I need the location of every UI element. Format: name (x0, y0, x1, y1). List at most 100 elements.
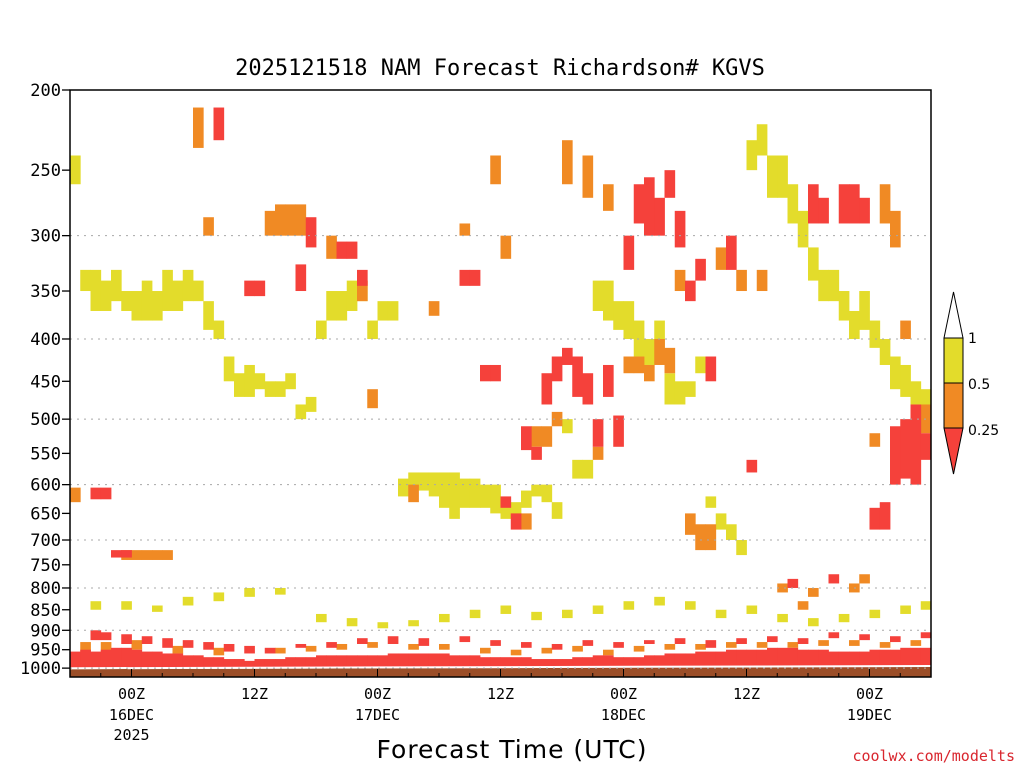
heatmap-cell (859, 651, 870, 669)
heatmap-cell (623, 356, 635, 374)
heatmap-cell (244, 645, 255, 654)
heatmap-cell (275, 647, 286, 654)
heatmap-cell (562, 659, 573, 669)
heatmap-cell (418, 472, 430, 491)
heatmap-cell (295, 204, 307, 236)
heatmap-cell (80, 642, 91, 652)
heatmap-cell (90, 269, 102, 311)
heatmap-cell (500, 657, 512, 669)
heatmap-cell (603, 184, 614, 211)
heatmap-cell (357, 655, 368, 669)
heatmap-cell (910, 647, 922, 669)
heatmap-cell (234, 659, 245, 669)
heatmap-cell (797, 649, 809, 669)
heatmap-cell (428, 301, 440, 316)
credit-text[interactable]: coolwx.com/modelts (852, 747, 1015, 765)
heatmap-cell (818, 640, 829, 646)
y-tick-label: 750 (30, 556, 61, 576)
heatmap-cell (510, 513, 522, 530)
heatmap-cell (644, 338, 655, 365)
heatmap-cell (377, 655, 389, 669)
heatmap-cell (459, 269, 471, 286)
x-axis-title: Forecast Time (UTC) (377, 735, 648, 764)
heatmap-cell (541, 484, 553, 503)
heatmap-cell (910, 640, 922, 646)
x-tick-label: 12Z (733, 685, 760, 703)
heatmap-cell (654, 596, 665, 606)
heatmap-cell (562, 347, 573, 365)
heatmap-cell (439, 643, 450, 650)
heatmap-cell (582, 155, 594, 198)
heatmap-cell (131, 649, 143, 669)
heatmap-cell (705, 640, 717, 648)
heatmap-cell (633, 645, 645, 652)
x-tick-date: 18DEC (601, 706, 646, 724)
y-tick-label: 950 (30, 641, 61, 661)
heatmap-cell (582, 373, 594, 405)
y-tick-label: 500 (30, 410, 61, 430)
heatmap-cell (111, 647, 122, 669)
heatmap-cell (674, 269, 686, 292)
heatmap-cell (285, 373, 296, 390)
heatmap-cell (70, 651, 81, 669)
y-tick-label: 850 (30, 601, 61, 621)
heatmap-cell (326, 235, 337, 259)
heatmap-cell (90, 487, 102, 500)
heatmap-cell (726, 235, 737, 270)
heatmap-cell (920, 389, 932, 412)
heatmap-cell (838, 184, 850, 224)
heatmap-cell (654, 197, 665, 236)
heatmap-cell (900, 647, 911, 669)
heatmap-cell (818, 197, 829, 224)
heatmap-cell (551, 659, 563, 669)
heatmap-cell (623, 601, 635, 610)
heatmap-cell (305, 645, 317, 652)
heatmap-cell (121, 291, 132, 311)
heatmap-cell (572, 645, 583, 652)
heatmap-cell (808, 247, 819, 281)
heatmap-cell (172, 280, 184, 311)
heatmap-cell (879, 184, 891, 224)
legend-swatch-bottom-arrow (943, 427, 964, 475)
heatmap-cell (808, 618, 819, 627)
heatmap-cell (551, 643, 563, 650)
heatmap-cell (469, 269, 481, 286)
heatmap-cell (705, 651, 717, 669)
heatmap-cell (767, 647, 778, 669)
heatmap-cell (275, 204, 286, 236)
heatmap-cell (213, 592, 225, 602)
heatmap-cell (336, 291, 348, 321)
heatmap-cell (131, 550, 143, 560)
heatmap-cell (900, 364, 911, 397)
heatmap-cell (121, 647, 132, 669)
heatmap-cell (275, 659, 286, 669)
heatmap-cell (695, 258, 706, 281)
heatmap-cell (254, 280, 266, 297)
heatmap-cell (623, 235, 635, 270)
heatmap-cell (890, 356, 901, 390)
heatmap-cell (828, 269, 840, 302)
heatmap-cell (264, 659, 276, 669)
heatmap-cell (357, 280, 368, 302)
heatmap-cell (797, 601, 809, 610)
heatmap-cell (736, 269, 747, 292)
heatmap-cell (797, 210, 809, 248)
heatmap-cell (521, 426, 532, 451)
heatmap-cell (141, 280, 153, 321)
heatmap-cell (367, 642, 378, 648)
heatmap-cell (500, 496, 512, 508)
y-tick-label: 900 (30, 621, 61, 641)
heatmap-cell (387, 301, 399, 321)
heatmap-cell (387, 653, 399, 669)
heatmap-cell (510, 649, 522, 656)
heatmap-cell (100, 632, 112, 641)
heatmap-cell (613, 415, 624, 447)
heatmap-cell (633, 356, 645, 374)
heatmap-cell (90, 601, 102, 610)
x-tick-label: 00Z (364, 685, 391, 703)
heatmap-cell (316, 613, 327, 623)
heatmap-cell (223, 356, 235, 382)
heatmap-cell (890, 649, 901, 669)
heatmap-cell (920, 647, 932, 669)
y-tick-label: 550 (30, 444, 61, 464)
